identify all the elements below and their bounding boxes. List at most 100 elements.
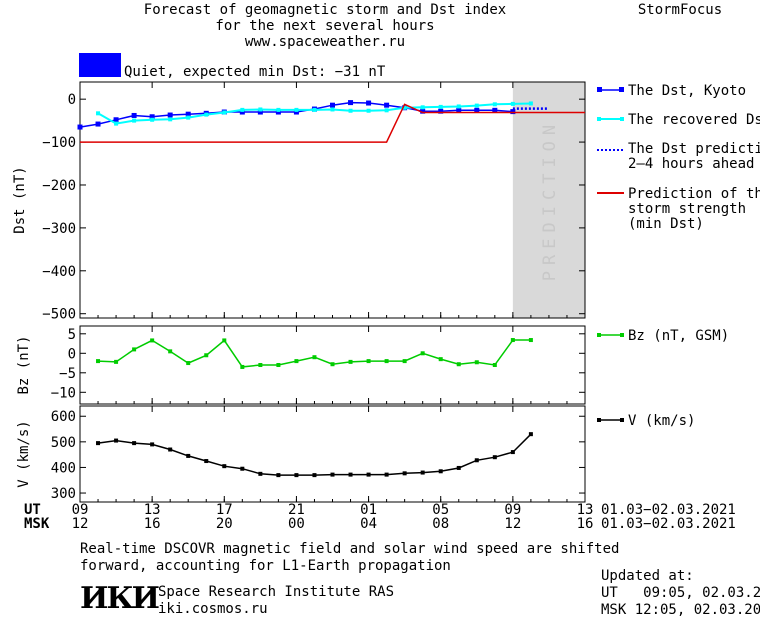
institute-url[interactable]: iki.cosmos.ru	[158, 601, 268, 617]
data-point-v-0	[456, 465, 461, 470]
data-point-dst-1	[186, 115, 191, 120]
data-point-dst-0	[438, 108, 444, 114]
y-tick-label: 300	[51, 486, 76, 502]
data-point-dst-1	[528, 101, 533, 106]
data-point-v-0	[384, 472, 389, 477]
data-point-dst-0	[239, 109, 245, 115]
data-point-bz-0	[240, 364, 245, 369]
data-point-bz-0	[258, 363, 263, 367]
data-point-v-0	[294, 473, 299, 478]
y-tick-label: −5	[59, 366, 76, 382]
data-point-v-0	[222, 464, 227, 469]
msk-tick-label: 12	[504, 516, 521, 532]
msk-tick-label: 12	[72, 516, 89, 532]
data-point-dst-1	[168, 117, 173, 122]
data-point-dst-1	[510, 101, 515, 106]
ut-date-range: 01.03−02.03.2021	[601, 502, 736, 518]
bz-ylabel: Bz (nT)	[16, 335, 32, 394]
data-point-dst-1	[132, 118, 137, 123]
y-tick-label: −500	[42, 307, 76, 323]
updated-msk: MSK 12:05, 02.03.2021	[601, 602, 760, 618]
y-tick-label: 0	[68, 92, 76, 108]
legend-storm-3: (min Dst)	[628, 216, 704, 232]
legend-marker-recovered-b	[620, 117, 624, 121]
legend-bz: Bz (nT, GSM)	[628, 328, 729, 344]
data-point-bz-0	[438, 357, 443, 362]
series-line-dst-1	[97, 102, 531, 125]
data-point-dst-0	[131, 112, 137, 118]
data-point-dst-0	[420, 108, 426, 114]
series-line-bz-0	[97, 339, 531, 368]
data-point-dst-1	[258, 107, 263, 112]
y-tick-label: −400	[42, 264, 76, 280]
data-point-dst-1	[402, 105, 407, 110]
data-point-v-0	[312, 473, 317, 478]
data-point-dst-1	[312, 107, 317, 112]
data-point-bz-0	[132, 347, 137, 352]
y-tick-label: −300	[42, 221, 76, 237]
legend-recovered-dst: The recovered Dst	[628, 112, 760, 128]
brand-label: StormFocus	[637, 2, 723, 18]
data-point-bz-0	[402, 359, 407, 364]
data-point-dst-0	[366, 100, 372, 106]
msk-axis-label: MSK	[24, 516, 50, 532]
data-point-v-0	[492, 455, 497, 460]
series-line-v-0	[97, 433, 532, 476]
data-point-bz-0	[150, 338, 155, 343]
data-point-bz-0	[420, 351, 425, 356]
data-point-dst-0	[456, 107, 462, 113]
data-point-dst-1	[276, 107, 281, 112]
bz-panel: 5 0 −5 −10 Bz (nT)	[16, 325, 586, 405]
data-point-dst-1	[294, 107, 299, 112]
data-point-dst-1	[348, 108, 353, 113]
footer-note-line-1: Real-time DSCOVR magnetic field and sola…	[80, 541, 620, 557]
y-tick-label: 600	[51, 409, 76, 425]
legend-marker-dst-kyoto-a	[597, 87, 602, 92]
data-point-v-0	[474, 458, 479, 463]
data-point-dst-1	[474, 103, 479, 108]
data-point-dst-1	[438, 104, 443, 109]
series-line-dst-3	[80, 103, 585, 143]
data-point-bz-0	[456, 362, 461, 367]
title-line-2: for the next several hours	[215, 18, 435, 34]
data-point-bz-0	[222, 338, 227, 343]
data-point-v-0	[420, 470, 425, 475]
data-point-bz-0	[348, 359, 353, 364]
data-point-v-0	[258, 471, 263, 476]
data-point-bz-0	[168, 349, 173, 354]
ut-tick-label: 09	[72, 502, 89, 518]
v-panel: 600 500 400 300 V (km/s)	[16, 405, 586, 503]
y-tick-label: −10	[51, 385, 76, 401]
legend-marker-bz-a	[597, 333, 601, 337]
data-point-bz-0	[96, 359, 101, 364]
legend-marker-bz-b	[620, 333, 624, 337]
v-ylabel: V (km/s)	[16, 420, 32, 487]
ut-tick-label: 21	[288, 502, 305, 518]
data-point-dst-0	[330, 102, 335, 108]
data-point-dst-1	[384, 108, 389, 113]
msk-tick-label: 20	[216, 516, 233, 532]
data-point-dst-0	[474, 107, 480, 113]
data-point-dst-1	[150, 117, 155, 122]
title-line-3: www.spaceweather.ru	[244, 34, 406, 50]
bz-legend: Bz (nT, GSM)	[597, 328, 729, 344]
data-point-dst-1	[420, 105, 425, 110]
data-point-dst-1	[456, 104, 461, 109]
data-point-dst-0	[293, 109, 299, 115]
ut-tick-label: 05	[432, 502, 449, 518]
data-point-v-0	[150, 442, 155, 447]
data-point-bz-0	[204, 353, 209, 358]
data-point-v-0	[348, 472, 353, 477]
y-tick-label: −200	[42, 178, 76, 194]
data-point-bz-0	[510, 338, 515, 343]
data-point-v-0	[330, 472, 335, 477]
data-point-v-0	[204, 459, 209, 464]
legend-dst-prediction-1: The Dst prediction	[628, 141, 760, 157]
data-point-dst-0	[492, 107, 498, 113]
data-point-v-0	[132, 441, 137, 446]
data-point-bz-0	[276, 363, 281, 367]
msk-tick-label: 16	[577, 516, 594, 532]
data-point-dst-0	[77, 124, 83, 130]
data-point-bz-0	[294, 359, 299, 364]
